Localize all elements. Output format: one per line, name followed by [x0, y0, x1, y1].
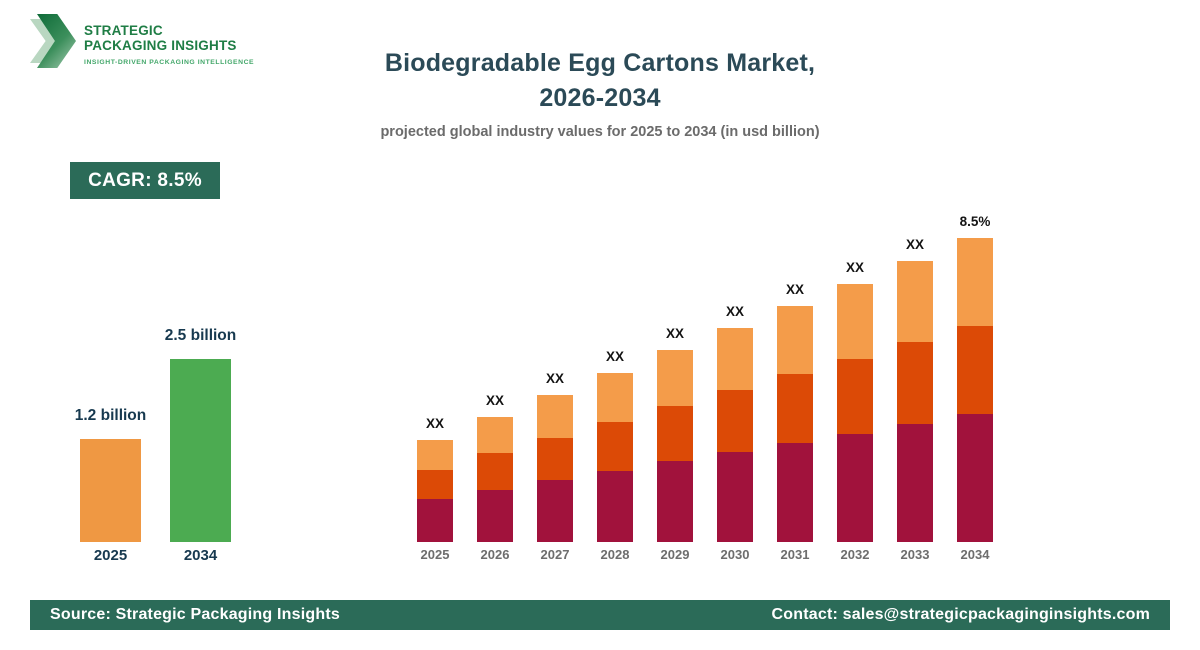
stacked-bar [597, 373, 633, 542]
summary-value-label: 2.5 billion [164, 327, 237, 344]
stacked-bar-column: XX 2032 [837, 260, 873, 562]
stacked-year-label: 2030 [720, 547, 750, 562]
summary-bar [80, 439, 141, 542]
logo: STRATEGIC PACKAGING INSIGHTS INSIGHT-DRI… [30, 14, 254, 68]
stack-segment [717, 452, 753, 542]
stack-segment [537, 480, 573, 542]
stack-segment [837, 433, 873, 542]
stack-segment [777, 374, 813, 443]
stack-segment [417, 440, 453, 470]
logo-name-line2: PACKAGING INSIGHTS [84, 38, 237, 53]
stacked-bar-value-label: XX [785, 282, 805, 297]
summary-bar [170, 359, 231, 542]
stack-segment [897, 342, 933, 424]
stacked-bar-value-label: XX [425, 416, 445, 431]
stacked-bar-value-label: XX [545, 371, 565, 386]
stack-segment [657, 350, 693, 406]
logo-chevron-icon [30, 14, 76, 68]
summary-value-label: 1.2 billion [74, 407, 147, 424]
stack-segment [957, 414, 993, 542]
stack-segment [657, 405, 693, 462]
stack-segment [777, 306, 813, 375]
stacked-bar-value-label: XX [905, 237, 925, 252]
footer-contact: Contact: sales@strategicpackaginginsight… [771, 606, 1150, 623]
stacked-bar-value-label: XX [485, 393, 505, 408]
stacked-bar-column: XX 2029 [657, 326, 693, 562]
stacked-bar [957, 238, 993, 542]
stacked-bar [537, 395, 573, 542]
page-subtitle: projected global industry values for 202… [380, 124, 820, 140]
stack-segment [417, 499, 453, 542]
stack-segment [837, 358, 873, 434]
stacked-bar [717, 328, 753, 542]
footer-bar: Source: Strategic Packaging Insights Con… [30, 600, 1170, 630]
stack-segment [837, 284, 873, 359]
stacked-bar-column: XX 2026 [477, 393, 513, 562]
stacked-bar-column: 8.5% 2034 [957, 214, 993, 562]
logo-name-line1: STRATEGIC [84, 23, 163, 38]
stack-segment [597, 373, 633, 422]
stacked-bar-column: XX 2030 [717, 304, 753, 562]
stack-segment [537, 395, 573, 438]
stack-segment [597, 422, 633, 471]
stacked-year-label: 2032 [840, 547, 870, 562]
stacked-year-label: 2025 [420, 547, 450, 562]
stack-segment [897, 423, 933, 542]
stacked-bar-value-label: XX [725, 304, 745, 319]
title-block: Biodegradable Egg Cartons Market, 2026-2… [0, 46, 1200, 140]
stacked-bar-value-label: 8.5% [959, 214, 991, 229]
stacked-bar-column: XX 2033 [897, 237, 933, 562]
stacked-bar-column: XX 2028 [597, 349, 633, 562]
summary-bar-column: 1.2 billion 2025 [75, 407, 146, 564]
stacked-bar-value-label: XX [605, 349, 625, 364]
stack-segment [477, 489, 513, 542]
summary-year-label: 2034 [183, 547, 218, 564]
stack-segment [717, 390, 753, 453]
stack-segment [597, 471, 633, 542]
stacked-year-label: 2028 [600, 547, 630, 562]
stacked-bar-value-label: XX [665, 326, 685, 341]
stacked-year-label: 2029 [660, 547, 690, 562]
stacked-bar-value-label: XX [845, 260, 865, 275]
stacked-bar [477, 417, 513, 542]
summary-bar-column: 2.5 billion 2034 [165, 327, 236, 564]
stack-segment [717, 328, 753, 391]
page-title-line1: Biodegradable Egg Cartons Market, [384, 49, 816, 77]
logo-text: STRATEGIC PACKAGING INSIGHTS INSIGHT-DRI… [84, 14, 254, 66]
page-title-line2: 2026-2034 [539, 84, 661, 112]
summary-year-label: 2025 [93, 547, 128, 564]
stack-segment [537, 437, 573, 481]
stack-segment [957, 238, 993, 327]
stacked-bar-column: XX 2025 [417, 416, 453, 562]
stacked-bar-column: XX 2031 [777, 282, 813, 562]
stacked-year-label: 2031 [780, 547, 810, 562]
stacked-bar-chart: XX 2025 XX 2026 XX 2027 XX 2028 XX 2029 XX 2030 XX 20… [417, 214, 993, 562]
stacked-bar-column: XX 2027 [537, 371, 573, 562]
stacked-bar [837, 284, 873, 542]
stacked-year-label: 2034 [960, 547, 990, 562]
stacked-bar [657, 350, 693, 542]
footer-source: Source: Strategic Packaging Insights [50, 606, 340, 623]
stacked-year-label: 2026 [480, 547, 510, 562]
stack-segment [897, 261, 933, 343]
logo-tagline: INSIGHT-DRIVEN PACKAGING INTELLIGENCE [84, 59, 255, 66]
cagr-badge: CAGR: 8.5% [70, 162, 220, 199]
logo-name: STRATEGIC PACKAGING INSIGHTS [84, 23, 254, 53]
stacked-bar [417, 440, 453, 542]
stack-segment [477, 417, 513, 454]
page-title: Biodegradable Egg Cartons Market, 2026-2… [0, 46, 1200, 116]
stack-segment [417, 469, 453, 500]
stacked-bar [897, 261, 933, 542]
stack-segment [477, 453, 513, 490]
stack-segment [777, 442, 813, 542]
stacked-year-label: 2033 [900, 547, 930, 562]
stacked-year-label: 2027 [540, 547, 570, 562]
stack-segment [657, 461, 693, 542]
summary-bar-chart: 1.2 billion 2025 2.5 billion 2034 [75, 327, 236, 564]
stacked-bar [777, 306, 813, 542]
stack-segment [957, 326, 993, 415]
